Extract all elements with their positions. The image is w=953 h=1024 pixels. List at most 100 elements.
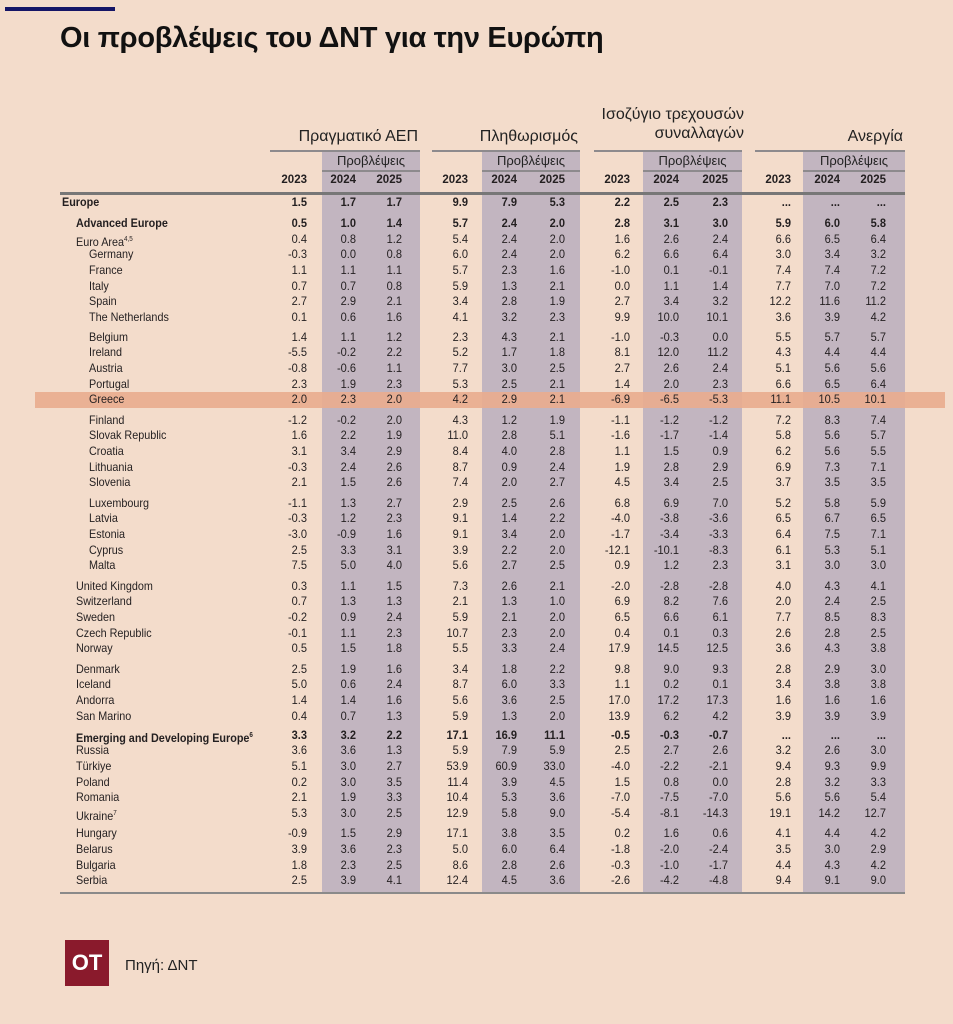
forecast-rule: [643, 170, 742, 172]
cell-gdp: 0.8: [340, 231, 356, 246]
row-label: Lithuania: [89, 460, 133, 475]
footnote-marker: 6: [249, 731, 253, 739]
cell-gdp: 1.3: [340, 495, 356, 510]
cell-unemployment: 4.0: [775, 578, 791, 593]
cell-gdp: 2.4: [386, 677, 402, 692]
cell-unemployment: 4.4: [775, 857, 791, 872]
cell-current-account: 0.0: [614, 278, 630, 293]
cell-unemployment: 3.2: [824, 774, 840, 789]
cell-inflation: 60.9: [495, 758, 517, 773]
cell-gdp: 1.3: [386, 743, 402, 758]
row-label: France: [89, 263, 123, 278]
cell-gdp: 2.3: [340, 392, 356, 407]
cell-unemployment: ...: [830, 727, 840, 742]
cell-inflation: 10.7: [446, 625, 468, 640]
cell-current-account: 9.8: [614, 661, 630, 676]
cell-unemployment: 12.2: [769, 294, 791, 309]
country-name: Ukraine: [76, 808, 114, 823]
cell-current-account: -1.7: [610, 527, 630, 541]
cell-unemployment: 3.9: [870, 708, 886, 723]
cell-gdp: 3.1: [291, 444, 307, 458]
cell-inflation: 1.9: [549, 294, 565, 309]
cell-unemployment: 3.9: [824, 309, 840, 324]
cell-unemployment: 7.2: [775, 412, 791, 427]
cell-unemployment: 5.8: [870, 216, 886, 231]
cell-gdp: 2.3: [340, 857, 356, 872]
cell-current-account: 6.1: [712, 610, 728, 624]
cell-inflation: 1.4: [501, 511, 517, 526]
cell-inflation: 5.3: [501, 790, 517, 805]
cell-unemployment: 3.6: [775, 309, 791, 324]
cell-current-account: -1.0: [659, 857, 679, 872]
cell-unemployment: 2.8: [824, 625, 840, 640]
country-name: Estonia: [89, 527, 126, 541]
year-header: 2025: [376, 174, 402, 186]
cell-gdp: 1.9: [340, 790, 356, 805]
cell-unemployment: 4.3: [824, 857, 840, 872]
cell-current-account: 3.2: [712, 294, 728, 309]
cell-gdp: 2.6: [386, 459, 402, 474]
cell-gdp: 0.7: [291, 594, 307, 609]
cell-gdp: 2.2: [386, 345, 402, 360]
cell-inflation: 6.0: [452, 247, 468, 262]
cell-unemployment: 2.8: [775, 661, 791, 676]
table-row: Slovak Republic 1.6 2.2 1.9 11.0 2.8 5.1 -1.6 -1…: [0, 428, 953, 443]
country-name: Poland: [76, 774, 110, 789]
row-label: Croatia: [89, 444, 124, 459]
country-name: Norway: [76, 641, 113, 656]
forecast-band-current-account: [643, 152, 742, 893]
cell-inflation: 2.3: [452, 329, 468, 344]
cell-unemployment: 5.5: [870, 444, 886, 458]
cell-gdp: 3.9: [291, 841, 307, 856]
country-name: Sweden: [76, 610, 116, 624]
cell-gdp: 2.3: [386, 625, 402, 640]
cell-gdp: 2.5: [291, 542, 307, 557]
cell-unemployment: 11.6: [819, 294, 840, 309]
cell-current-account: -8.3: [708, 542, 728, 557]
cell-current-account: -1.7: [708, 857, 728, 872]
table-row: Romania 2.1 1.9 3.3 10.4 5.3 3.6 -7.0 -7.5 -7.0 5.…: [0, 790, 953, 805]
cell-unemployment: 4.1: [870, 578, 886, 593]
cell-unemployment: 6.5: [824, 231, 840, 246]
cell-unemployment: 5.9: [775, 216, 791, 231]
country-name: Russia: [76, 743, 110, 758]
row-label: Estonia: [89, 527, 125, 542]
cell-inflation: 5.9: [549, 743, 565, 758]
cell-current-account: 6.2: [614, 247, 630, 262]
cell-current-account: 6.6: [663, 610, 679, 624]
cell-gdp: 2.4: [386, 610, 402, 624]
cell-current-account: 0.2: [663, 677, 679, 692]
cell-gdp: -0.2: [287, 610, 307, 624]
cell-current-account: -1.7: [659, 428, 679, 443]
cell-unemployment: 3.0: [824, 558, 840, 573]
cell-inflation: 8.4: [452, 444, 468, 458]
cell-gdp: 1.6: [386, 527, 402, 541]
cell-gdp: 3.0: [340, 805, 356, 820]
cell-unemployment: 11.1: [770, 392, 791, 407]
row-label: United Kingdom: [76, 579, 153, 594]
cell-current-account: 1.1: [614, 444, 630, 458]
cell-gdp: 2.4: [340, 459, 356, 474]
cell-inflation: 2.6: [549, 857, 565, 872]
cell-inflation: 11.1: [544, 727, 565, 742]
cell-inflation: 2.2: [549, 511, 565, 526]
forecast-band-gdp: [322, 152, 420, 893]
cell-inflation: 1.0: [549, 594, 565, 609]
country-name: Latvia: [89, 511, 118, 526]
cell-inflation: 4.5: [549, 774, 565, 789]
cell-inflation: 5.9: [452, 610, 468, 624]
cell-inflation: 2.0: [549, 610, 565, 624]
cell-unemployment: 6.6: [775, 376, 791, 391]
cell-current-account: -7.5: [659, 790, 679, 805]
cell-unemployment: ...: [876, 194, 886, 209]
cell-current-account: -2.1: [708, 758, 728, 773]
cell-current-account: 2.4: [712, 361, 728, 375]
table-row: San Marino 0.4 0.7 1.3 5.9 1.3 2.0 13.9 6.2 4.2 3.…: [0, 709, 953, 724]
cell-gdp: 7.5: [291, 558, 307, 573]
table-row: Hungary -0.9 1.5 2.9 17.1 3.8 3.5 0.2 1.6 0.6 4.1 4…: [0, 826, 953, 841]
country-name: Spain: [89, 294, 117, 309]
cell-inflation: 2.3: [549, 309, 565, 324]
cell-current-account: 6.2: [663, 708, 679, 723]
cell-unemployment: 2.4: [824, 594, 840, 609]
table-row: Luxembourg -1.1 1.3 2.7 2.9 2.5 2.6 6.8 6.9 7.0 5.…: [0, 496, 953, 511]
